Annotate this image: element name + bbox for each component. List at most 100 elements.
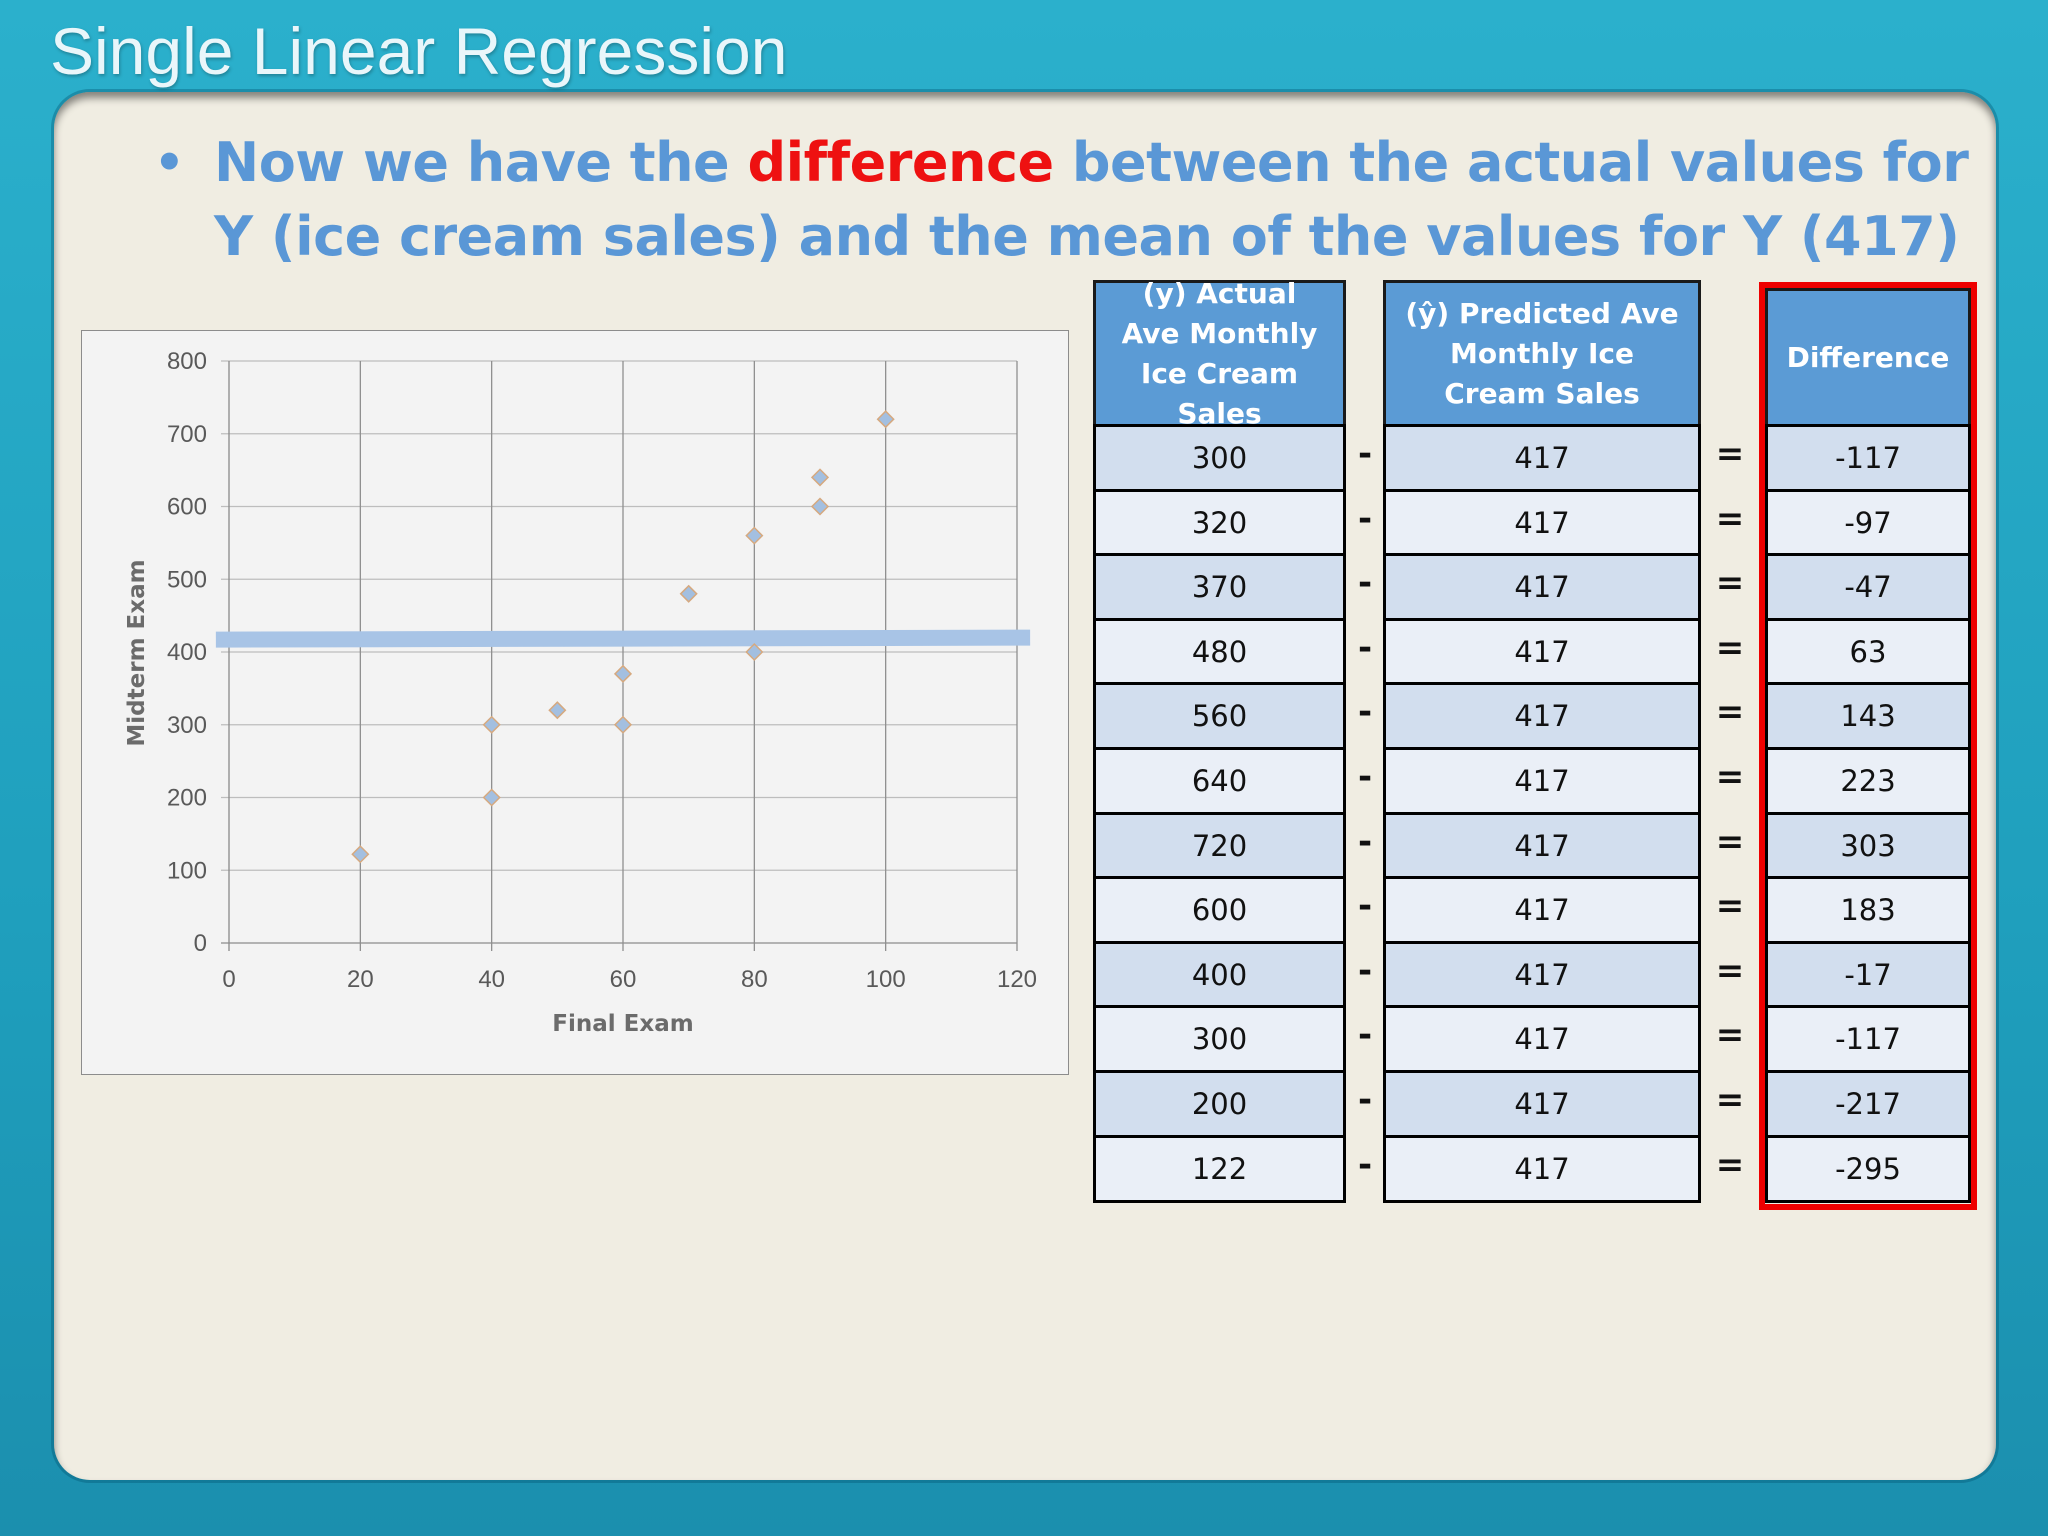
actual-cell: 122 <box>1093 1135 1346 1203</box>
equals-sign: = <box>1715 951 1745 991</box>
difference-cell: -117 <box>1765 1005 1971 1073</box>
equals-sign: = <box>1715 692 1745 732</box>
slide-title: Single Linear Regression <box>50 14 788 88</box>
minus-sign: - <box>1357 434 1373 474</box>
bullet-line-1-before: Now we have the <box>214 131 748 194</box>
difference-cell: 303 <box>1765 812 1971 880</box>
predicted-cell: 417 <box>1383 812 1701 880</box>
equals-sign: = <box>1715 757 1745 797</box>
actual-cell: 560 <box>1093 682 1346 750</box>
header-predicted: (ŷ) Predicted Ave Monthly Ice Cream Sale… <box>1383 280 1701 427</box>
minus-sign: - <box>1357 822 1373 862</box>
predicted-cell: 417 <box>1383 489 1701 557</box>
y-tick-label: 0 <box>194 930 207 957</box>
x-axis-title: Final Exam <box>552 1011 693 1037</box>
data-point <box>482 715 501 734</box>
minus-sign: - <box>1357 1015 1373 1055</box>
y-tick-label: 700 <box>167 421 207 448</box>
bullet-highlight-word: difference <box>747 131 1054 194</box>
chart-gridlines <box>221 360 1018 951</box>
difference-cell: -47 <box>1765 553 1971 621</box>
difference-cell: -17 <box>1765 941 1971 1009</box>
minus-sign: - <box>1357 757 1373 797</box>
minus-sign: - <box>1357 886 1373 926</box>
difference-cell: 183 <box>1765 876 1971 944</box>
predicted-cell: 417 <box>1383 1005 1701 1073</box>
minus-sign: - <box>1357 951 1373 991</box>
equals-sign: = <box>1715 886 1745 926</box>
actual-cell: 300 <box>1093 1005 1346 1073</box>
equals-sign: = <box>1715 563 1745 603</box>
difference-cell: -295 <box>1765 1135 1971 1203</box>
difference-cell: -117 <box>1765 424 1971 492</box>
predicted-cell: 417 <box>1383 941 1701 1009</box>
predicted-cell: 417 <box>1383 553 1701 621</box>
y-tick-label: 800 <box>167 348 207 375</box>
x-tick-label: 60 <box>610 966 637 993</box>
data-points <box>351 410 895 864</box>
equals-sign: = <box>1715 628 1745 668</box>
y-tick-label: 600 <box>167 494 207 521</box>
data-point <box>351 845 370 864</box>
equals-sign: = <box>1715 1145 1745 1185</box>
y-tick-label: 300 <box>167 712 207 739</box>
data-point <box>679 584 698 603</box>
data-point <box>482 788 501 807</box>
equals-sign: = <box>1715 1015 1745 1055</box>
y-tick-label: 500 <box>167 566 207 593</box>
bullet-marker: • <box>154 135 185 191</box>
data-point <box>613 664 633 683</box>
difference-cell: 143 <box>1765 682 1971 750</box>
predicted-cell: 417 <box>1383 424 1701 492</box>
difference-cell: -217 <box>1765 1070 1971 1138</box>
data-point <box>876 410 895 429</box>
x-tick-label: 120 <box>997 966 1037 993</box>
minus-sign: - <box>1357 692 1373 732</box>
equals-sign: = <box>1715 1080 1745 1120</box>
difference-cell: 223 <box>1765 747 1971 815</box>
predicted-cell: 417 <box>1383 682 1701 750</box>
data-point <box>613 715 633 734</box>
y-axis-title: Midterm Exam <box>124 559 150 746</box>
x-tick-label: 100 <box>866 966 906 993</box>
minus-sign: - <box>1357 628 1373 668</box>
predicted-cell: 417 <box>1383 618 1701 686</box>
data-point <box>810 468 830 487</box>
predicted-cell: 417 <box>1383 1070 1701 1138</box>
actual-cell: 400 <box>1093 941 1346 1009</box>
bullet-text: • Now we have the difference between the… <box>154 126 1969 274</box>
x-tick-label: 20 <box>347 966 374 993</box>
actual-cell: 300 <box>1093 424 1346 492</box>
x-tick-label: 0 <box>222 966 235 993</box>
actual-cell: 480 <box>1093 618 1346 686</box>
y-tick-label: 200 <box>167 785 207 812</box>
data-point <box>745 526 764 545</box>
minus-sign: - <box>1357 499 1373 539</box>
header-actual: (y) Actual Ave Monthly Ice Cream Sales <box>1093 277 1346 430</box>
tick-labels: 0 100 200 300 400 500 600 700 800 0 20 40 60 80 100 120 <box>167 348 1037 993</box>
mean-line <box>215 629 1031 648</box>
difference-cell: 63 <box>1765 618 1971 686</box>
header-difference: Difference <box>1765 288 1971 427</box>
minus-sign: - <box>1357 1080 1373 1120</box>
scatter-chart: 0 100 200 300 400 500 600 700 800 0 20 40 60 80 100 120… <box>81 330 1069 1075</box>
actual-cell: 600 <box>1093 876 1346 944</box>
predicted-cell: 417 <box>1383 1135 1701 1203</box>
equals-sign: = <box>1715 499 1745 539</box>
x-tick-label: 80 <box>741 966 768 993</box>
predicted-cell: 417 <box>1383 747 1701 815</box>
data-point <box>548 701 567 720</box>
y-tick-label: 400 <box>167 639 207 666</box>
y-tick-label: 100 <box>167 857 207 884</box>
actual-cell: 200 <box>1093 1070 1346 1138</box>
difference-cell: -97 <box>1765 489 1971 557</box>
equals-sign: = <box>1715 822 1745 862</box>
data-point <box>745 642 764 662</box>
bullet-line-1: Now we have the difference between the a… <box>158 126 1969 200</box>
actual-cell: 370 <box>1093 553 1346 621</box>
mean-line-layer <box>215 629 1031 648</box>
predicted-cell: 417 <box>1383 876 1701 944</box>
actual-cell: 320 <box>1093 489 1346 557</box>
x-tick-label: 40 <box>478 966 505 993</box>
actual-cell: 720 <box>1093 812 1346 880</box>
